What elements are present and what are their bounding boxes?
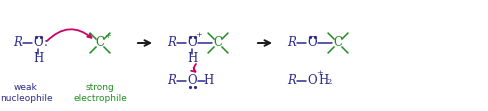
Text: C: C — [96, 37, 104, 50]
Text: R: R — [287, 74, 296, 87]
Text: C: C — [214, 37, 223, 50]
Text: 2: 2 — [326, 78, 331, 86]
Text: :: : — [44, 37, 48, 50]
Text: O: O — [187, 37, 197, 50]
Text: H: H — [203, 74, 213, 87]
Text: R: R — [167, 74, 177, 87]
Text: O: O — [307, 74, 317, 87]
Text: O: O — [33, 37, 43, 50]
Text: C: C — [333, 37, 343, 50]
Text: strong
electrophile: strong electrophile — [73, 83, 127, 103]
Text: R: R — [287, 37, 296, 50]
Text: H: H — [318, 74, 328, 87]
Text: O: O — [187, 74, 197, 87]
Text: H: H — [33, 53, 43, 65]
Text: H: H — [187, 53, 197, 65]
Text: +: + — [196, 31, 203, 39]
Text: +: + — [104, 32, 111, 40]
Text: weak
nucleophile: weak nucleophile — [0, 83, 52, 103]
Text: R: R — [167, 37, 177, 50]
FancyArrowPatch shape — [191, 64, 196, 72]
Text: +: + — [317, 69, 324, 77]
Text: O: O — [307, 37, 317, 50]
Text: R: R — [14, 37, 22, 50]
FancyArrowPatch shape — [47, 29, 91, 41]
